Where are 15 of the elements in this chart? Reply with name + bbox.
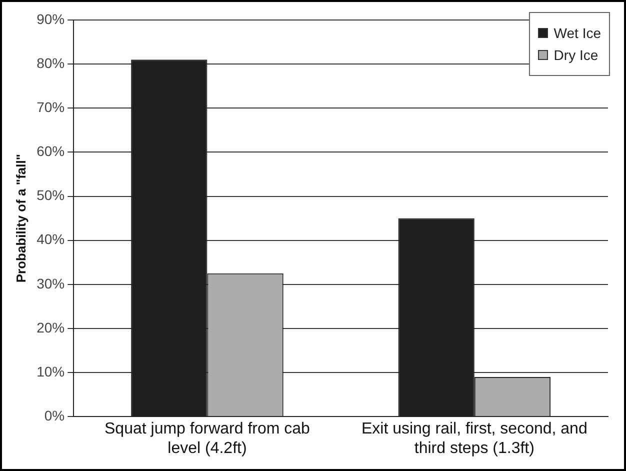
x-tick-label: Squat jump forward from cab level (4.2ft) [104, 420, 310, 457]
y-tick-label: 80% [36, 54, 65, 71]
legend-label: Dry Ice [554, 47, 598, 63]
y-tick-label: 30% [36, 275, 65, 292]
y-axis-title: Probability of a "fall" [13, 154, 28, 283]
legend-label: Wet Ice [554, 25, 601, 41]
y-tick-label: 0% [44, 407, 65, 424]
y-tick-label: 40% [36, 231, 65, 248]
y-tick-label: 70% [36, 98, 65, 115]
x-tick-label: Exit using rail, first, second, and third steps (1.3ft) [361, 420, 588, 457]
y-tick-label: 60% [36, 143, 65, 160]
y-tick-label: 10% [36, 363, 65, 380]
y-tick-label: 20% [36, 319, 65, 336]
y-tick-label: 50% [36, 187, 65, 204]
y-tick-label: 90% [36, 10, 65, 27]
